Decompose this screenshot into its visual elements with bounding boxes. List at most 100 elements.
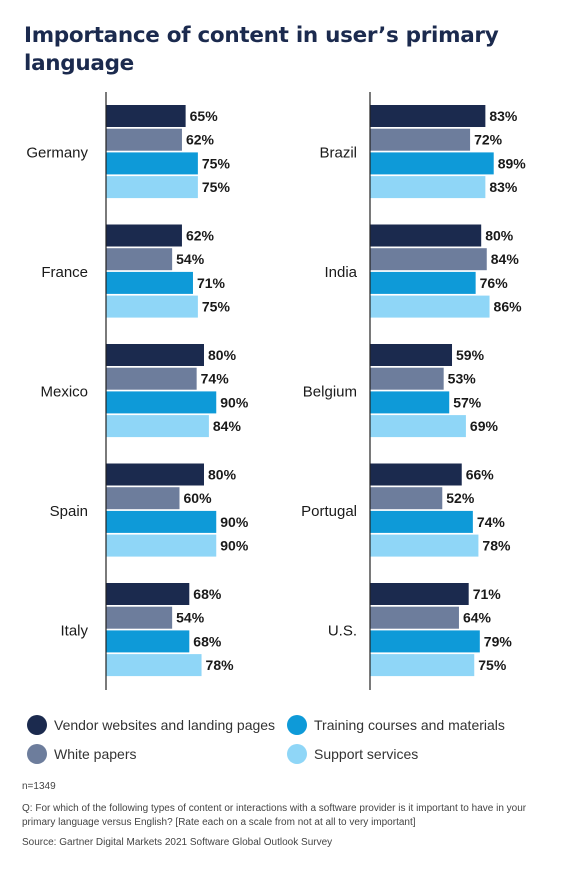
- bar-brazil-training-courses-and-materials: [370, 152, 494, 175]
- category-label-mexico: Mexico: [40, 383, 88, 400]
- bar-portugal-white-papers: [370, 487, 443, 510]
- data-label-germany-vendor-websites-and-landing-pages: 65%: [190, 108, 219, 124]
- data-label-india-white-papers: 84%: [491, 251, 520, 267]
- data-label-belgium-support-services: 69%: [470, 418, 499, 434]
- category-label-portugal: Portugal: [301, 503, 357, 520]
- category-label-france: France: [41, 264, 88, 281]
- bar-belgium-vendor-websites-and-landing-pages: [370, 344, 453, 366]
- data-label-france-support-services: 75%: [202, 299, 231, 315]
- data-label-belgium-training-courses-and-materials: 57%: [453, 394, 482, 410]
- data-label-belgium-vendor-websites-and-landing-pages: 59%: [456, 347, 485, 363]
- data-label-italy-white-papers: 54%: [176, 610, 205, 626]
- data-label-mexico-vendor-websites-and-landing-pages: 80%: [208, 347, 237, 363]
- bar-india-vendor-websites-and-landing-pages: [370, 224, 482, 247]
- bar-belgium-training-courses-and-materials: [370, 391, 450, 414]
- legend-label-white-papers: White papers: [54, 746, 137, 762]
- data-label-france-white-papers: 54%: [176, 251, 205, 267]
- legend-label-training-courses: Training courses and materials: [314, 717, 505, 733]
- data-label-brazil-white-papers: 72%: [474, 132, 503, 148]
- bar-belgium-white-papers: [370, 367, 444, 390]
- data-label-italy-support-services: 78%: [206, 657, 235, 673]
- bar-india-support-services: [370, 295, 490, 318]
- data-label-u-s-white-papers: 64%: [463, 610, 492, 626]
- data-label-portugal-vendor-websites-and-landing-pages: 66%: [466, 467, 495, 483]
- bar-mexico-white-papers: [106, 367, 197, 390]
- bar-spain-support-services: [106, 534, 217, 557]
- bar-italy-vendor-websites-and-landing-pages: [106, 583, 190, 605]
- data-label-mexico-support-services: 84%: [213, 418, 242, 434]
- bar-portugal-training-courses-and-materials: [370, 510, 473, 533]
- source-note: Source: Gartner Digital Markets 2021 Sof…: [22, 837, 333, 848]
- bar-germany-support-services: [106, 176, 198, 199]
- category-label-belgium: Belgium: [303, 383, 357, 400]
- data-label-spain-vendor-websites-and-landing-pages: 80%: [208, 467, 237, 483]
- data-label-germany-training-courses-and-materials: 75%: [202, 155, 231, 171]
- bar-france-white-papers: [106, 248, 173, 271]
- data-label-brazil-support-services: 83%: [489, 179, 518, 195]
- bar-portugal-vendor-websites-and-landing-pages: [370, 463, 462, 486]
- bar-u-s-white-papers: [370, 606, 459, 629]
- survey-question-note: Q: For which of the following types of c…: [22, 803, 527, 828]
- category-label-spain: Spain: [50, 503, 88, 520]
- bar-spain-training-courses-and-materials: [106, 510, 217, 533]
- data-label-spain-training-courses-and-materials: 90%: [220, 514, 249, 530]
- bar-u-s-support-services: [370, 654, 475, 677]
- category-label-germany: Germany: [26, 144, 88, 161]
- bar-india-training-courses-and-materials: [370, 271, 476, 294]
- bar-brazil-white-papers: [370, 128, 471, 151]
- bar-brazil-support-services: [370, 176, 486, 199]
- data-label-belgium-white-papers: 53%: [448, 371, 477, 387]
- data-label-france-training-courses-and-materials: 71%: [197, 275, 226, 291]
- bar-italy-support-services: [106, 654, 202, 677]
- bar-italy-white-papers: [106, 606, 173, 629]
- bar-u-s-vendor-websites-and-landing-pages: [370, 583, 469, 605]
- data-label-spain-white-papers: 60%: [184, 490, 213, 506]
- category-label-u-s: U.S.: [328, 622, 357, 639]
- category-label-brazil: Brazil: [319, 144, 357, 161]
- legend-swatch-vendor-websites: [27, 715, 47, 735]
- data-label-india-vendor-websites-and-landing-pages: 80%: [485, 228, 514, 244]
- bar-mexico-vendor-websites-and-landing-pages: [106, 344, 204, 366]
- bar-chart: Germany 65% 62% 75% 75% France 62% 54% 71% 75% Mex…: [26, 92, 527, 690]
- data-label-india-training-courses-and-materials: 76%: [480, 275, 509, 291]
- legend-swatch-training-courses: [287, 715, 307, 735]
- bar-spain-vendor-websites-and-landing-pages: [106, 463, 204, 486]
- bar-mexico-training-courses-and-materials: [106, 391, 217, 414]
- data-label-mexico-white-papers: 74%: [201, 371, 230, 387]
- data-label-portugal-training-courses-and-materials: 74%: [477, 514, 506, 530]
- bar-germany-vendor-websites-and-landing-pages: [106, 105, 186, 127]
- bar-spain-white-papers: [106, 487, 180, 510]
- legend-label-support-services: Support services: [314, 746, 419, 762]
- bar-portugal-support-services: [370, 534, 479, 557]
- legend-swatch-white-papers: [27, 744, 47, 764]
- sample-size-note: n=1349: [22, 781, 56, 792]
- chart-title: Importance of content in user’s primary …: [24, 23, 499, 76]
- bar-belgium-support-services: [370, 415, 466, 438]
- data-label-portugal-white-papers: 52%: [446, 490, 475, 506]
- data-label-u-s-support-services: 75%: [478, 657, 507, 673]
- data-label-france-vendor-websites-and-landing-pages: 62%: [186, 228, 215, 244]
- data-label-italy-vendor-websites-and-landing-pages: 68%: [193, 586, 222, 602]
- bar-brazil-vendor-websites-and-landing-pages: [370, 105, 486, 127]
- bar-france-training-courses-and-materials: [106, 271, 193, 294]
- data-label-india-support-services: 86%: [494, 299, 523, 315]
- category-label-italy: Italy: [60, 622, 88, 639]
- data-label-mexico-training-courses-and-materials: 90%: [220, 394, 249, 410]
- bar-u-s-training-courses-and-materials: [370, 630, 480, 653]
- data-label-germany-support-services: 75%: [202, 179, 231, 195]
- data-label-italy-training-courses-and-materials: 68%: [193, 633, 222, 649]
- data-label-portugal-support-services: 78%: [482, 538, 511, 554]
- bar-germany-training-courses-and-materials: [106, 152, 198, 175]
- data-label-brazil-training-courses-and-materials: 89%: [498, 155, 527, 171]
- data-label-brazil-vendor-websites-and-landing-pages: 83%: [489, 108, 518, 124]
- data-label-germany-white-papers: 62%: [186, 132, 215, 148]
- bar-france-support-services: [106, 295, 198, 318]
- legend-label-vendor-websites: Vendor websites and landing pages: [54, 717, 276, 733]
- category-label-india: India: [324, 264, 357, 281]
- data-label-u-s-training-courses-and-materials: 79%: [484, 633, 513, 649]
- data-label-u-s-vendor-websites-and-landing-pages: 71%: [473, 586, 502, 602]
- bar-france-vendor-websites-and-landing-pages: [106, 224, 182, 247]
- bar-germany-white-papers: [106, 128, 182, 151]
- data-label-spain-support-services: 90%: [220, 538, 249, 554]
- bar-mexico-support-services: [106, 415, 209, 438]
